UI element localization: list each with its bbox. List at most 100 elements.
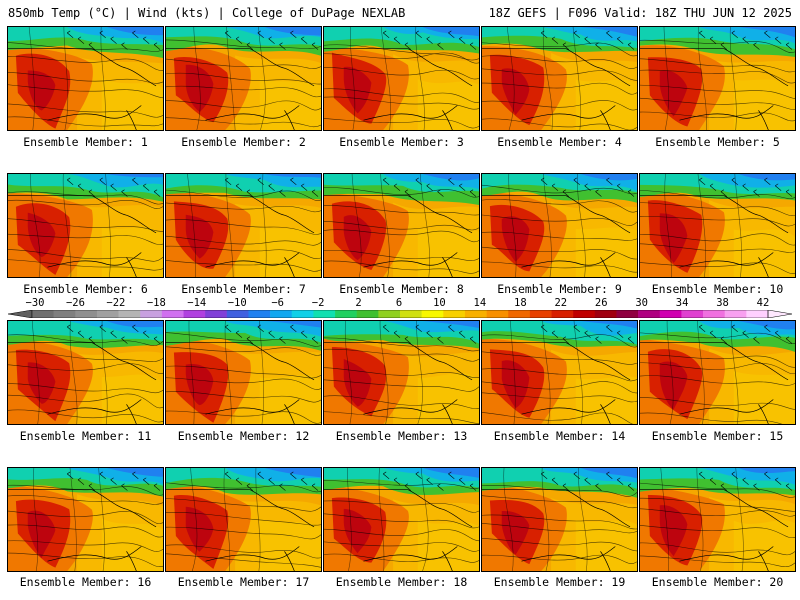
ensemble-member-caption: Ensemble Member: 10 <box>651 282 784 296</box>
temperature-map <box>166 321 321 424</box>
ensemble-member-caption: Ensemble Member: 19 <box>493 575 626 589</box>
temperature-colorbar <box>8 310 792 318</box>
colorbar-swatch <box>53 310 76 318</box>
ensemble-member-map <box>481 467 638 572</box>
ensemble-member-caption: Ensemble Member: 13 <box>335 429 468 443</box>
ensemble-member-map <box>7 467 164 572</box>
temperature-map <box>324 321 479 424</box>
colorbar-swatch <box>681 310 704 318</box>
colorbar-swatch <box>356 310 379 318</box>
temperature-map <box>482 321 637 424</box>
temperature-map <box>324 174 479 277</box>
temperature-map <box>166 468 321 571</box>
colorbar-swatch <box>638 310 661 318</box>
ensemble-member-map <box>481 173 638 278</box>
colorbar-swatch <box>724 310 747 318</box>
colorbar-swatch <box>616 310 639 318</box>
ensemble-member-caption: Ensemble Member: 7 <box>181 282 306 296</box>
ensemble-member-caption: Ensemble Member: 20 <box>651 575 784 589</box>
ensemble-member-map <box>323 320 480 425</box>
colorbar-swatch <box>161 310 184 318</box>
colorbar-tick-label: −30 <box>25 297 45 309</box>
ensemble-member-caption: Ensemble Member: 8 <box>339 282 464 296</box>
ensemble-member-map <box>323 26 480 131</box>
colorbar-tick-label: −22 <box>106 297 126 309</box>
colorbar-swatch <box>486 310 509 318</box>
colorbar-tick-label: 14 <box>473 297 487 309</box>
map-title: 850mb Temp (°C) | Wind (kts) | College o… <box>8 6 406 20</box>
ensemble-member-caption: Ensemble Member: 6 <box>23 282 148 296</box>
colorbar-swatch <box>464 310 487 318</box>
colorbar-tick-label: −14 <box>187 297 207 309</box>
colorbar-labels: −30 −26 −22 −18 −14 −10 −6 −2 2 6 10 14 18 22 26 30 34 38… <box>0 297 800 309</box>
colorbar-tick-label: 2 <box>355 297 362 309</box>
ensemble-member-map <box>165 467 322 572</box>
colorbar-swatch <box>551 310 574 318</box>
colorbar-tick-label: 30 <box>635 297 648 309</box>
colorbar-tick-label: 10 <box>433 297 446 309</box>
temperature-map <box>482 27 637 130</box>
temperature-map <box>8 27 163 130</box>
ensemble-member-caption: Ensemble Member: 9 <box>497 282 622 296</box>
ensemble-member-map <box>165 173 322 278</box>
colorbar-swatch <box>96 310 119 318</box>
colorbar-swatch <box>205 310 228 318</box>
colorbar-tick-label: 34 <box>675 297 689 309</box>
temperature-map <box>640 321 795 424</box>
ensemble-member-caption: Ensemble Member: 12 <box>177 429 310 443</box>
temperature-map <box>8 468 163 571</box>
ensemble-member-caption: Ensemble Member: 14 <box>493 429 626 443</box>
ensemble-member-map <box>481 26 638 131</box>
ensemble-member-caption: Ensemble Member: 18 <box>335 575 468 589</box>
colorbar-swatch <box>703 310 726 318</box>
colorbar-swatch <box>421 310 444 318</box>
colorbar-swatch <box>32 310 54 318</box>
colorbar-tick-label: −2 <box>311 297 325 309</box>
colorbar-swatch <box>226 310 249 318</box>
ensemble-member-map <box>7 173 164 278</box>
temperature-map <box>640 27 795 130</box>
ensemble-member-map <box>323 173 480 278</box>
ensemble-member-map <box>323 467 480 572</box>
colorbar-swatch <box>443 310 466 318</box>
colorbar-tick-label: −18 <box>146 297 166 309</box>
colorbar-swatch <box>183 310 206 318</box>
colorbar-swatch <box>313 310 336 318</box>
colorbar-swatch <box>118 310 141 318</box>
ensemble-member-map <box>639 320 796 425</box>
ensemble-member-caption: Ensemble Member: 11 <box>19 429 152 443</box>
ensemble-member-map <box>639 467 796 572</box>
colorbar-tick-label: 18 <box>514 297 527 309</box>
temperature-map <box>640 174 795 277</box>
colorbar-swatch <box>594 310 617 318</box>
colorbar-swatch <box>659 310 682 318</box>
colorbar-tick-label: −26 <box>65 297 85 309</box>
colorbar-swatch <box>75 310 98 318</box>
colorbar-swatch <box>400 310 422 318</box>
temperature-map <box>166 174 321 277</box>
colorbar-tick-label: −6 <box>271 297 284 309</box>
ensemble-member-map <box>7 320 164 425</box>
ensemble-member-caption: Ensemble Member: 5 <box>655 135 780 149</box>
colorbar-swatch <box>270 310 293 318</box>
colorbar-tick-label: 22 <box>554 297 568 309</box>
ensemble-member-map <box>165 26 322 131</box>
model-run-info: 18Z GEFS | F096 Valid: 18Z THU JUN 12 20… <box>488 6 792 20</box>
ensemble-member-caption: Ensemble Member: 17 <box>177 575 310 589</box>
colorbar-swatch <box>335 310 358 318</box>
temperature-map <box>8 174 163 277</box>
colorbar-swatch <box>378 310 401 318</box>
colorbar-tick-label: 26 <box>594 297 608 309</box>
temperature-map <box>482 174 637 277</box>
colorbar-swatch <box>140 310 163 318</box>
colorbar-tick-label: 38 <box>716 297 729 309</box>
ensemble-member-map <box>639 173 796 278</box>
colorbar-swatch <box>573 310 596 318</box>
colorbar-swatch <box>529 310 552 318</box>
temperature-map <box>8 321 163 424</box>
temperature-map <box>166 27 321 130</box>
colorbar-tick-label: 42 <box>756 297 770 309</box>
colorbar-swatch <box>291 310 314 318</box>
ensemble-member-caption: Ensemble Member: 15 <box>651 429 784 443</box>
colorbar-swatch <box>746 310 769 318</box>
